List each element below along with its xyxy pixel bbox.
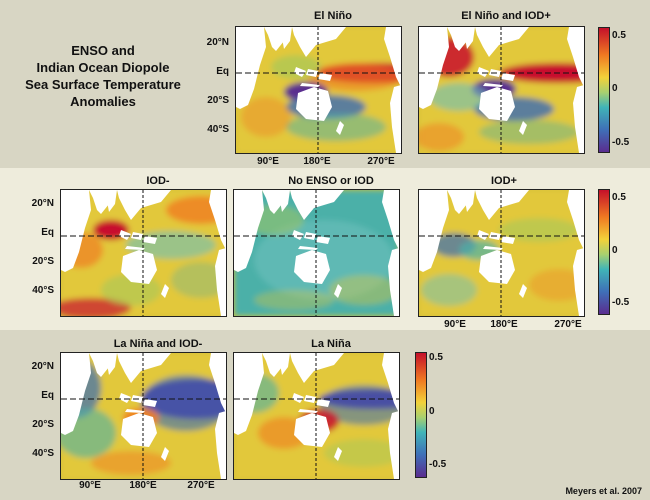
lat-label-eq: Eq bbox=[216, 66, 229, 77]
lat-label-eq: Eq bbox=[41, 390, 54, 401]
colorbar-tick-pos: 0.5 bbox=[612, 30, 626, 41]
lon-label-90e: 90°E bbox=[79, 480, 101, 491]
panel-title-la-nina: La Niña bbox=[311, 338, 351, 350]
title-line-3: Sea Surface Temperature bbox=[25, 77, 181, 92]
map-panel-la-nina-iod-minus bbox=[60, 352, 227, 480]
map-panel-el-nino bbox=[235, 26, 402, 154]
map-panel-la-nina bbox=[233, 352, 400, 480]
lon-label-180e: 180°E bbox=[303, 156, 331, 167]
colorbar-middle bbox=[598, 189, 610, 315]
lat-label-20s: 20°S bbox=[207, 95, 229, 106]
lat-label-40s: 40°S bbox=[207, 124, 229, 135]
lon-label-90e: 90°E bbox=[257, 156, 279, 167]
panel-title-la-nina-iod-minus: La Niña and IOD- bbox=[113, 338, 203, 350]
panel-title-iod-plus: IOD+ bbox=[491, 175, 517, 187]
lon-label-180e: 180°E bbox=[129, 480, 157, 491]
panel-title-el-nino-iod-plus: El Niño and IOD+ bbox=[461, 10, 551, 22]
lat-label-20n: 20°N bbox=[31, 198, 54, 209]
lat-label-20s: 20°S bbox=[32, 419, 54, 430]
colorbar-tick-pos: 0.5 bbox=[429, 352, 443, 363]
panel-title-no-enso-iod: No ENSO or IOD bbox=[288, 175, 374, 187]
lat-label-40s: 40°S bbox=[32, 448, 54, 459]
panel-title-iod-minus: IOD- bbox=[146, 175, 170, 187]
map-panel-el-nino-iod-plus bbox=[418, 26, 585, 154]
source-credit: Meyers et al. 2007 bbox=[565, 486, 642, 496]
colorbar-bottom bbox=[415, 352, 427, 478]
title-line-1: ENSO and bbox=[71, 43, 135, 58]
colorbar-tick-zero: 0 bbox=[429, 406, 435, 417]
lat-label-eq: Eq bbox=[41, 227, 54, 238]
lon-label-180e: 180°E bbox=[490, 319, 518, 330]
colorbar-tick-neg: -0.5 bbox=[429, 459, 447, 470]
colorbar-tick-neg: -0.5 bbox=[612, 297, 630, 308]
colorbar-top bbox=[598, 27, 610, 153]
lat-label-20n: 20°N bbox=[206, 37, 229, 48]
lat-label-20s: 20°S bbox=[32, 256, 54, 267]
map-panel-iod-plus bbox=[418, 189, 585, 317]
colorbar-tick-zero: 0 bbox=[612, 83, 618, 94]
lon-label-270e: 270°E bbox=[367, 156, 395, 167]
colorbar-tick-zero: 0 bbox=[612, 245, 618, 256]
map-panel-no-enso-iod bbox=[233, 189, 400, 317]
lon-label-90e: 90°E bbox=[444, 319, 466, 330]
lat-label-20n: 20°N bbox=[31, 361, 54, 372]
colorbar-tick-pos: 0.5 bbox=[612, 192, 626, 203]
lat-label-40s: 40°S bbox=[32, 285, 54, 296]
title-line-4: Anomalies bbox=[70, 94, 136, 109]
lon-label-270e: 270°E bbox=[187, 480, 215, 491]
figure-title: ENSO and Indian Ocean Diopole Sea Surfac… bbox=[8, 42, 198, 110]
lon-label-270e: 270°E bbox=[554, 319, 582, 330]
colorbar-tick-neg: -0.5 bbox=[612, 137, 630, 148]
panel-title-el-nino: El Niño bbox=[314, 10, 352, 22]
map-panel-iod-minus bbox=[60, 189, 227, 317]
title-line-2: Indian Ocean Diopole bbox=[36, 60, 170, 75]
